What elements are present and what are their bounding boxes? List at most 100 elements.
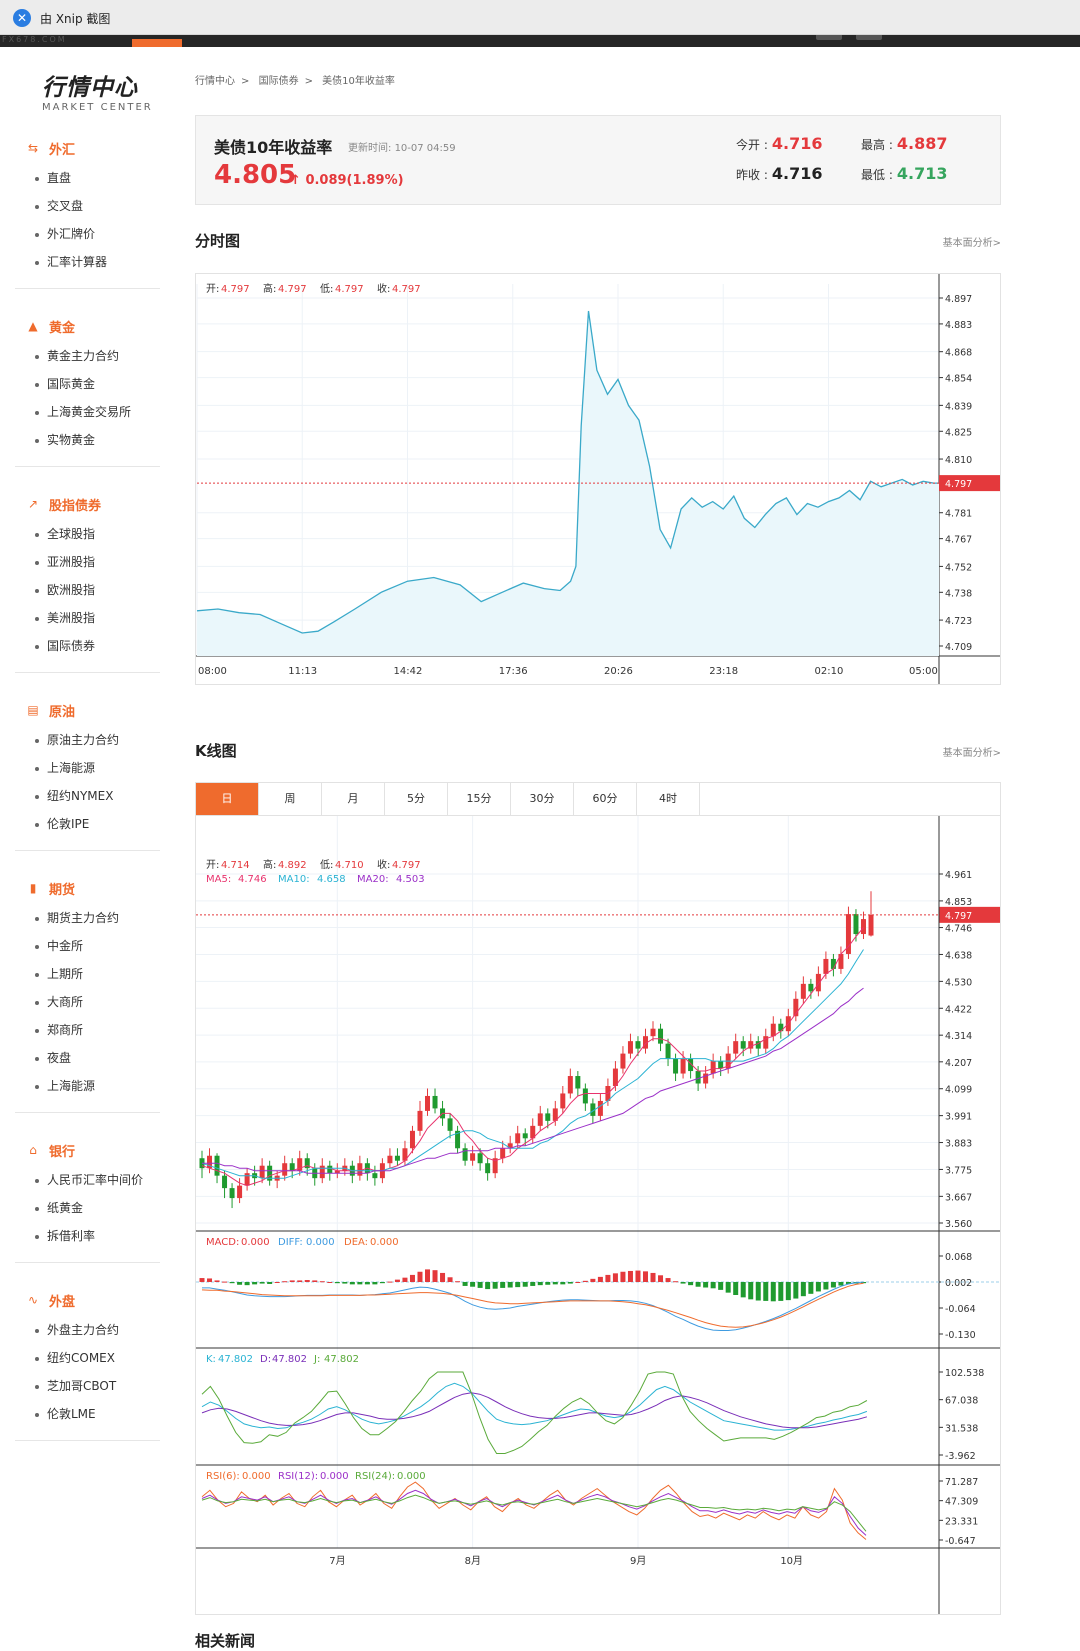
low-label: 最低 : xyxy=(861,168,893,182)
sidebar-item[interactable]: 郑商所 xyxy=(15,1016,160,1044)
breadcrumb-item-current: 美债10年收益率 xyxy=(322,76,395,87)
sidebar-item[interactable]: 直盘 xyxy=(15,164,160,192)
nav-control-right[interactable] xyxy=(856,35,882,40)
sidebar-item[interactable]: 国际债券 xyxy=(15,632,160,660)
sidebar-item[interactable]: 原油主力合约 xyxy=(15,726,160,754)
sidebar-item[interactable]: 外盘主力合约 xyxy=(15,1316,160,1344)
kline-tab[interactable]: 15分 xyxy=(448,783,511,815)
kline-fundamentals-link[interactable]: 基本面分析> xyxy=(942,748,1001,759)
kline-tab[interactable]: 周 xyxy=(259,783,322,815)
site-logo[interactable]: FX678.COM xyxy=(2,35,67,44)
sidebar-item[interactable]: 期货主力合约 xyxy=(15,904,160,932)
sidebar-section-header[interactable]: ▲ 黄金 xyxy=(15,316,160,336)
nav-control-left[interactable] xyxy=(816,35,842,40)
sidebar-item[interactable]: 上海黄金交易所 xyxy=(15,398,160,426)
candle-body xyxy=(552,1108,558,1121)
macd-bar xyxy=(552,1282,558,1285)
macd-bar xyxy=(710,1282,716,1289)
sidebar-item[interactable]: 交叉盘 xyxy=(15,192,160,220)
sidebar-item[interactable]: 纽约NYMEX xyxy=(15,782,160,810)
sidebar-item[interactable]: 中金所 xyxy=(15,932,160,960)
macd-bar xyxy=(282,1281,288,1283)
sidebar-item[interactable]: 纸黄金 xyxy=(15,1194,160,1222)
ohlc-value: 4.892 xyxy=(278,860,307,871)
candle-body xyxy=(582,1088,588,1104)
kline-tab[interactable]: 60分 xyxy=(574,783,637,815)
macd-bar xyxy=(507,1282,513,1288)
y-tick-label: 4.723 xyxy=(945,616,972,627)
macd-bar xyxy=(447,1277,453,1282)
sidebar-section-header[interactable]: ↗ 股指债券 xyxy=(15,494,160,514)
sidebar-item[interactable]: 美洲股指 xyxy=(15,604,160,632)
candle-body xyxy=(718,1061,724,1069)
sidebar-item[interactable]: 黄金主力合约 xyxy=(15,342,160,370)
sidebar-item[interactable]: 拆借利率 xyxy=(15,1222,160,1250)
sidebar-item[interactable]: 国际黄金 xyxy=(15,370,160,398)
sidebar-item[interactable]: 上海能源 xyxy=(15,754,160,782)
x-tick-label: 02:10 xyxy=(814,666,843,677)
ohlc-label: 收: xyxy=(377,858,390,871)
candle-body xyxy=(387,1155,393,1164)
y-tick-label: 4.854 xyxy=(945,374,972,385)
macd-bar xyxy=(823,1282,829,1290)
breadcrumb-item-market-center[interactable]: 行情中心 xyxy=(195,76,235,87)
intraday-fundamentals-link[interactable]: 基本面分析> xyxy=(942,238,1001,249)
sidebar-item[interactable]: 亚洲股指 xyxy=(15,548,160,576)
sidebar-item[interactable]: 芝加哥CBOT xyxy=(15,1372,160,1400)
market-center-logo[interactable]: 行情中心 MARKET CENTER xyxy=(42,68,153,113)
sidebar-section-header[interactable]: ▮ 期货 xyxy=(15,878,160,898)
y-tick-label: 4.825 xyxy=(945,427,972,438)
sidebar-section-header[interactable]: ⇆ 外汇 xyxy=(15,138,160,158)
kline-tab[interactable]: 5分 xyxy=(385,783,448,815)
candle-body xyxy=(455,1130,461,1149)
sidebar-section-header[interactable]: ▤ 原油 xyxy=(15,700,160,720)
ohlc-value: 4.710 xyxy=(335,860,364,871)
ohlc-value: 4.714 xyxy=(221,860,250,871)
sidebar-item[interactable]: 伦敦IPE xyxy=(15,810,160,838)
sidebar-item[interactable]: 全球股指 xyxy=(15,520,160,548)
sidebar-item[interactable]: 实物黄金 xyxy=(15,426,160,454)
macd-bar xyxy=(680,1282,686,1284)
rsi12-value: 0.000 xyxy=(320,1471,349,1482)
y-tick-label: 4.752 xyxy=(945,562,972,573)
kline-tab[interactable]: 月 xyxy=(322,783,385,815)
macd-bar xyxy=(229,1282,235,1284)
kline-tab[interactable]: 30分 xyxy=(511,783,574,815)
intraday-chart[interactable]: 4.897 4.883 4.868 4.854 4.839 4.825 4.810 4.781… xyxy=(195,273,1001,685)
macd-bar xyxy=(545,1282,551,1285)
active-nav-tab[interactable] xyxy=(132,39,182,47)
ma5-label: MA5: xyxy=(206,874,231,885)
update-time: 更新时间: 10-07 04:59 xyxy=(348,139,456,154)
sidebar-section-header[interactable]: ∿ 外盘 xyxy=(15,1290,160,1310)
rsi6-value: 0.000 xyxy=(242,1471,271,1482)
sidebar-divider xyxy=(15,466,160,467)
y-tick-label: 3.560 xyxy=(945,1219,972,1230)
macd-bar xyxy=(319,1281,325,1283)
macd-bar xyxy=(417,1271,423,1282)
kline-chart[interactable]: 4.961 4.853 4.746 4.638 4.530 4.422 4.314 4.207… xyxy=(195,815,1001,1615)
kline-tab[interactable]: 日 xyxy=(196,783,259,815)
breadcrumb-item-intl-bonds[interactable]: 国际债券 xyxy=(258,76,299,87)
sidebar-item[interactable]: 伦敦LME xyxy=(15,1400,160,1428)
kline-period-tabs: 日周月 5分 15分 30分 60分 4时 xyxy=(195,782,1001,816)
bank-icon: ⌂ xyxy=(29,1143,37,1157)
sidebar-item[interactable]: 上期所 xyxy=(15,960,160,988)
sidebar-item[interactable]: 人民币汇率中间价 xyxy=(15,1166,160,1194)
sidebar-section-header[interactable]: ⌂ 银行 xyxy=(15,1140,160,1160)
candle-body xyxy=(793,998,799,1017)
candle-body xyxy=(432,1095,438,1109)
y-tick-label: 4.422 xyxy=(945,1004,972,1015)
j-label: J: xyxy=(313,1354,320,1365)
macd-bar xyxy=(244,1282,250,1286)
sidebar-item[interactable]: 纽约COMEX xyxy=(15,1344,160,1372)
sidebar-item[interactable]: 欧洲股指 xyxy=(15,576,160,604)
sidebar-item[interactable]: 夜盘 xyxy=(15,1044,160,1072)
sidebar-item[interactable]: 汇率计算器 xyxy=(15,248,160,276)
sidebar-item[interactable]: 外汇牌价 xyxy=(15,220,160,248)
open-value: 4.716 xyxy=(771,134,823,153)
macd-bar xyxy=(477,1282,483,1288)
candle-body xyxy=(515,1133,521,1144)
sidebar-item[interactable]: 大商所 xyxy=(15,988,160,1016)
sidebar-item[interactable]: 上海能源 xyxy=(15,1072,160,1100)
kline-tab[interactable]: 4时 xyxy=(637,783,700,815)
